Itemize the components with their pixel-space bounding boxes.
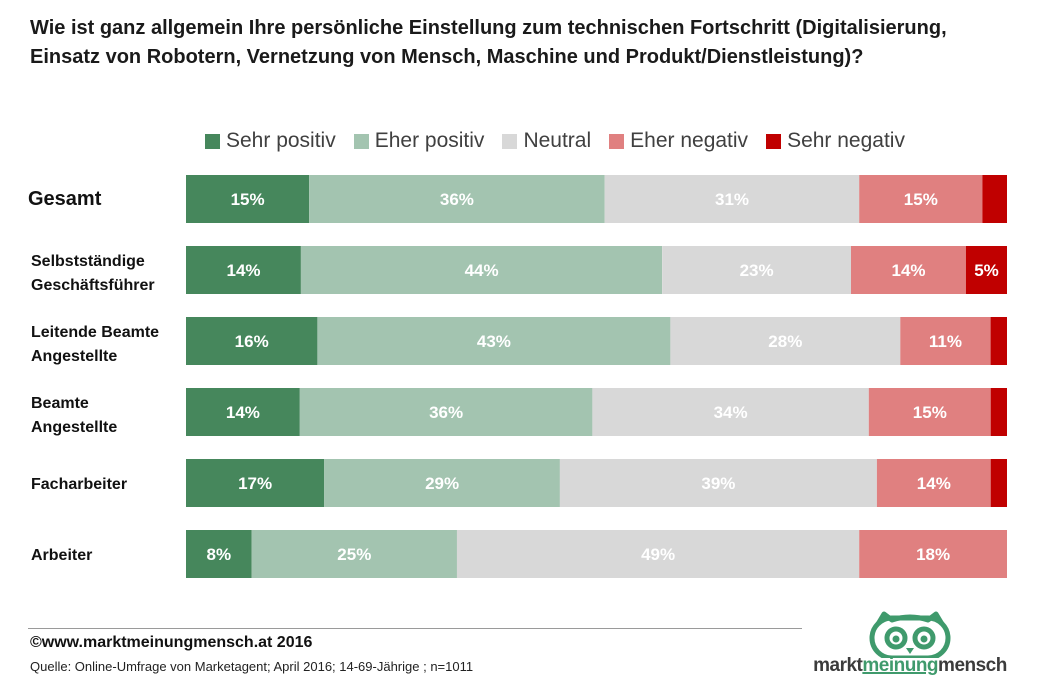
data-label: 14% xyxy=(917,474,951,493)
data-label: 49% xyxy=(641,545,675,564)
data-label: 14% xyxy=(891,261,925,280)
legend-item-4: Sehr negativ xyxy=(766,129,905,153)
legend-swatch xyxy=(353,133,369,149)
legend-item-3: Eher negativ xyxy=(609,129,748,153)
data-label: 29% xyxy=(425,474,459,493)
bar-segment xyxy=(299,388,593,436)
brand-logo-part-markt: markt xyxy=(813,655,863,676)
bar-segment xyxy=(300,246,663,294)
legend-item-2: Neutral xyxy=(502,129,591,153)
bar-segment xyxy=(900,317,991,365)
chart-title: Wie ist ganz allgemein Ihre persönliche … xyxy=(30,14,1030,72)
category-label: Arbeiter xyxy=(31,547,92,564)
legend-label: Sehr negativ xyxy=(787,129,905,152)
bar-segment xyxy=(186,388,300,436)
brand-logo-text: marktmeinungmensch xyxy=(800,655,1020,677)
legend-swatch xyxy=(766,133,782,149)
bar-segment xyxy=(309,175,605,223)
data-label: 15% xyxy=(904,190,938,209)
bar-segment xyxy=(317,317,671,365)
data-label: 17% xyxy=(238,474,272,493)
bar-segment xyxy=(559,459,877,507)
legend-label: Eher positiv xyxy=(374,129,485,152)
data-label: 8% xyxy=(207,545,232,564)
category-label: Facharbeiter xyxy=(31,476,127,493)
chart-title-line-2: Einsatz von Robotern, Vernetzung von Men… xyxy=(30,46,864,68)
data-label: 15% xyxy=(231,190,265,209)
bar-segment xyxy=(186,530,252,578)
data-label: 14% xyxy=(226,403,260,422)
stacked-bar-chart: Gesamt 15% 36% 31% 15% Selbstständige Geschäft… xyxy=(28,175,1007,578)
bar-segment xyxy=(251,530,457,578)
bar-segment xyxy=(965,246,1007,294)
legend-swatch xyxy=(502,133,518,149)
bar-segment xyxy=(990,317,1007,365)
brand-logo-part-mensch: mensch xyxy=(938,655,1007,676)
footer-divider xyxy=(28,628,802,629)
legend-label: Neutral xyxy=(523,129,592,152)
data-label: 23% xyxy=(740,261,774,280)
data-label: 43% xyxy=(477,332,511,351)
category-label: Selbstständige Geschäftsführer xyxy=(31,253,155,294)
data-label: 39% xyxy=(701,474,735,493)
data-label: 16% xyxy=(235,332,269,351)
data-label: 11% xyxy=(929,332,962,351)
legend-label: Sehr positiv xyxy=(226,129,336,152)
bar-segment xyxy=(186,246,301,294)
data-label: 36% xyxy=(429,403,463,422)
brand-logo: marktmeinungmensch xyxy=(800,608,1020,686)
copyright-text: ©www.marktmeinungmensch.at 2016 xyxy=(30,634,313,651)
data-label: 28% xyxy=(768,332,802,351)
category-label: Leitende Beamte Angestellte xyxy=(31,324,159,365)
bar-segment xyxy=(324,459,560,507)
bar-segment xyxy=(604,175,860,223)
data-label: 36% xyxy=(440,190,474,209)
chart-legend: Sehr positiv Eher positiv Neutral Eher nega… xyxy=(205,126,923,156)
bar-segment xyxy=(186,175,310,223)
bar-segment xyxy=(186,317,318,365)
legend-swatch xyxy=(609,133,625,149)
bar-segment xyxy=(859,175,983,223)
bar-segment xyxy=(456,530,860,578)
legend-item-1: Eher positiv xyxy=(353,129,485,153)
source-note: Quelle: Online-Umfrage von Marketagent; … xyxy=(30,659,474,674)
bar-segment xyxy=(670,317,901,365)
bar-segment xyxy=(851,246,966,294)
category-label: Gesamt xyxy=(28,188,102,210)
bar-segment xyxy=(982,175,1007,223)
legend-swatch xyxy=(205,133,220,149)
bar-segment xyxy=(990,388,1007,436)
data-label: 31% xyxy=(715,190,749,209)
data-label: 44% xyxy=(465,261,499,280)
data-label: 18% xyxy=(916,545,950,564)
bar-segment xyxy=(868,388,991,436)
bar-segment xyxy=(662,246,851,294)
chart-title-line-1: Wie ist ganz allgemein Ihre persönliche … xyxy=(30,17,947,39)
category-label: Beamte Angestellte xyxy=(31,395,117,436)
data-label: 5% xyxy=(974,261,999,280)
data-label: 34% xyxy=(714,403,748,422)
bar-segment xyxy=(876,459,991,507)
legend-label: Eher negativ xyxy=(630,129,749,152)
brand-logo-part-meinung: meinung xyxy=(862,655,939,676)
bar-segment xyxy=(592,388,869,436)
legend-item-0: Sehr positiv xyxy=(205,129,336,153)
bar-segment xyxy=(990,459,1007,507)
bar-segment xyxy=(186,459,325,507)
data-label: 25% xyxy=(337,545,371,564)
data-label: 15% xyxy=(913,403,947,422)
owl-icon xyxy=(869,611,951,661)
bar-segment xyxy=(859,530,1007,578)
data-label: 14% xyxy=(226,261,260,280)
